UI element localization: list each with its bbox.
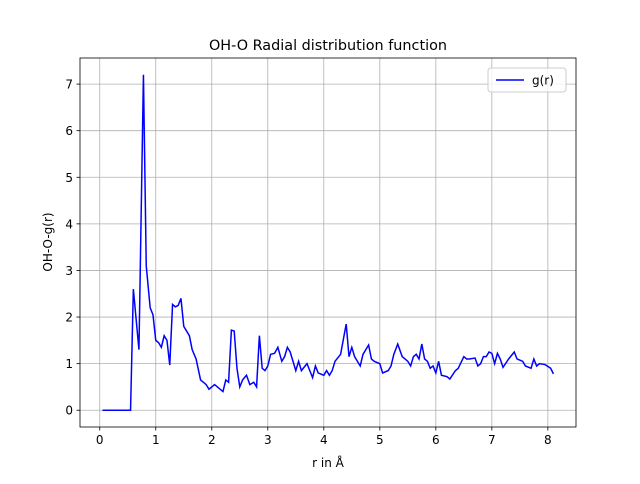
data-line xyxy=(102,74,555,411)
x-axis-label: r in Å xyxy=(312,455,345,470)
plot-frame xyxy=(79,57,577,428)
y-tick-label: 2 xyxy=(65,311,73,325)
x-tick-label: 6 xyxy=(432,433,440,447)
x-tick-label: 7 xyxy=(488,433,496,447)
x-tick-label: 1 xyxy=(152,433,160,447)
y-tick-label: 7 xyxy=(65,78,73,92)
x-tick-label: 5 xyxy=(376,433,384,447)
x-tick-label: 4 xyxy=(320,433,328,447)
y-tick-label: 6 xyxy=(65,124,73,138)
x-tick-label: 8 xyxy=(544,433,552,447)
x-tick-label: 3 xyxy=(264,433,272,447)
x-tick-label: 0 xyxy=(96,433,104,447)
legend-label: g(r) xyxy=(532,74,554,88)
y-tick-label: 5 xyxy=(65,171,73,185)
y-tick-label: 0 xyxy=(65,404,73,418)
y-tick-label: 3 xyxy=(65,264,73,278)
y-tick-label: 4 xyxy=(65,217,73,231)
y-tick-label: 1 xyxy=(65,357,73,371)
chart-title: OH-O Radial distribution function xyxy=(209,38,447,54)
legend-box xyxy=(487,67,567,93)
x-tick-label: 2 xyxy=(208,433,216,447)
y-axis-label: OH-O-g(r) xyxy=(41,212,55,271)
